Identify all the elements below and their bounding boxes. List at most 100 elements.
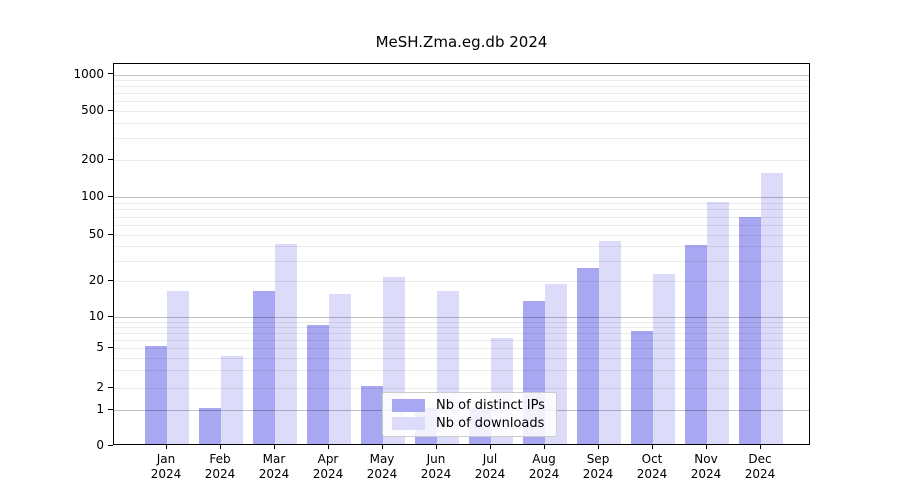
y-tick-label-20: 20: [88, 273, 104, 287]
bar-distinct-ips-feb: [199, 408, 221, 444]
x-tick-year: 2024: [528, 467, 560, 481]
y-tick-label-10: 10: [88, 309, 104, 323]
x-tick-year: 2024: [204, 467, 236, 481]
x-tick-month: Feb: [209, 452, 231, 466]
x-tick-month: Sep: [586, 452, 610, 466]
legend-label-distinct-ips: Nb of distinct IPs: [436, 398, 545, 413]
x-tick-label-may: May 2024: [352, 452, 412, 482]
legend-label-downloads: Nb of downloads: [436, 416, 545, 431]
x-tick-year: 2024: [690, 467, 722, 481]
x-tick-mark-jun: [436, 444, 438, 449]
gridline-minor-200: [114, 160, 809, 161]
gridline-minor-600: [114, 101, 809, 103]
bar-downloads-oct: [653, 274, 675, 444]
gridline-major-1000: [114, 74, 809, 76]
x-tick-year: 2024: [744, 467, 776, 481]
bar-distinct-ips-apr: [307, 324, 329, 444]
x-tick-month: Oct: [641, 452, 663, 466]
y-tick-mark-50: [108, 233, 113, 235]
y-tick-mark-500: [108, 109, 113, 111]
gridline-minor-700: [114, 93, 809, 95]
x-tick-year: 2024: [366, 467, 398, 481]
gridline-minor-500: [114, 111, 809, 112]
bar-distinct-ips-dec: [739, 216, 761, 444]
y-tick-label-50: 50: [88, 227, 104, 241]
y-tick-label-1: 1: [96, 402, 104, 416]
x-tick-month: Nov: [694, 452, 718, 466]
y-tick-label-5: 5: [96, 340, 104, 354]
x-tick-mark-apr: [328, 444, 330, 449]
x-tick-year: 2024: [474, 467, 506, 481]
gridline-minor-3: [114, 370, 809, 372]
legend-swatch-distinct-ips: [392, 399, 425, 412]
x-tick-year: 2024: [636, 467, 668, 481]
x-tick-year: 2024: [312, 467, 344, 481]
gridline-minor-800: [114, 86, 809, 88]
gridline-minor-40: [114, 246, 809, 248]
y-tick-mark-0: [108, 444, 113, 446]
x-tick-month: Apr: [317, 452, 339, 466]
gridline-minor-60: [114, 225, 809, 226]
legend-row-downloads: Nb of downloads: [392, 416, 545, 431]
y-tick-label-1000: 1000: [73, 66, 104, 81]
bar-downloads-dec: [761, 173, 783, 444]
gridline-minor-400: [114, 122, 809, 124]
gridline-minor-900: [114, 80, 809, 82]
bar-distinct-ips-oct: [631, 330, 653, 444]
x-tick-month: Dec: [748, 452, 772, 466]
x-tick-label-jun: Jun 2024: [406, 452, 466, 482]
gridline-minor-50: [114, 235, 809, 236]
gridline-minor-20: [114, 281, 809, 282]
x-tick-label-oct: Oct 2024: [622, 452, 682, 482]
x-tick-mark-jul: [490, 444, 492, 449]
x-tick-month: Mar: [262, 452, 286, 466]
bar-distinct-ips-mar: [253, 290, 275, 444]
bar-downloads-feb: [221, 355, 243, 444]
x-tick-mark-nov: [706, 444, 708, 449]
x-tick-label-aug: Aug 2024: [514, 452, 574, 482]
gridline-minor-70: [114, 216, 809, 218]
x-tick-label-nov: Nov 2024: [676, 452, 736, 482]
gridline-minor-30: [114, 260, 809, 262]
x-tick-label-dec: Dec 2024: [730, 452, 790, 482]
x-tick-month: Jul: [482, 452, 498, 466]
y-tick-mark-1000: [108, 73, 113, 75]
gridline-minor-5: [114, 348, 809, 349]
y-tick-label-0: 0: [96, 438, 104, 452]
x-tick-label-apr: Apr 2024: [298, 452, 358, 482]
x-tick-label-sep: Sep 2024: [568, 452, 628, 482]
x-tick-year: 2024: [150, 467, 182, 481]
x-tick-month: Jan: [156, 452, 176, 466]
x-tick-label-jan: Jan 2024: [136, 452, 196, 482]
y-tick-mark-100: [108, 195, 113, 197]
x-tick-year: 2024: [258, 467, 290, 481]
legend: Nb of distinct IPs Nb of downloads: [382, 392, 557, 437]
bar-downloads-jan: [167, 290, 189, 444]
x-tick-label-jul: Jul 2024: [460, 452, 520, 482]
y-tick-mark-20: [108, 279, 113, 281]
bar-distinct-ips-nov: [685, 245, 707, 444]
x-tick-mark-oct: [652, 444, 654, 449]
y-tick-mark-10: [108, 315, 113, 317]
x-tick-mark-feb: [220, 444, 222, 449]
gridline-major-100: [114, 197, 809, 198]
gridline-minor-6: [114, 339, 809, 341]
y-tick-label-100: 100: [81, 189, 104, 203]
gridline-minor-90: [114, 202, 809, 204]
gridline-minor-2: [114, 388, 809, 389]
bar-downloads-apr: [329, 293, 351, 444]
x-tick-month: Jun: [426, 452, 446, 466]
bar-downloads-nov: [707, 202, 729, 444]
bar-distinct-ips-sep: [577, 267, 599, 444]
y-tick-label-200: 200: [81, 152, 104, 166]
x-tick-month: Aug: [532, 452, 556, 466]
gridline-minor-300: [114, 138, 809, 140]
bar-downloads-mar: [275, 244, 297, 444]
y-tick-mark-5: [108, 346, 113, 348]
gridline-minor-8: [114, 326, 809, 328]
plot-area: Nb of distinct IPs Nb of downloads: [113, 63, 810, 445]
y-tick-mark-200: [108, 158, 113, 160]
x-tick-year: 2024: [420, 467, 452, 481]
x-tick-mark-may: [382, 444, 384, 449]
